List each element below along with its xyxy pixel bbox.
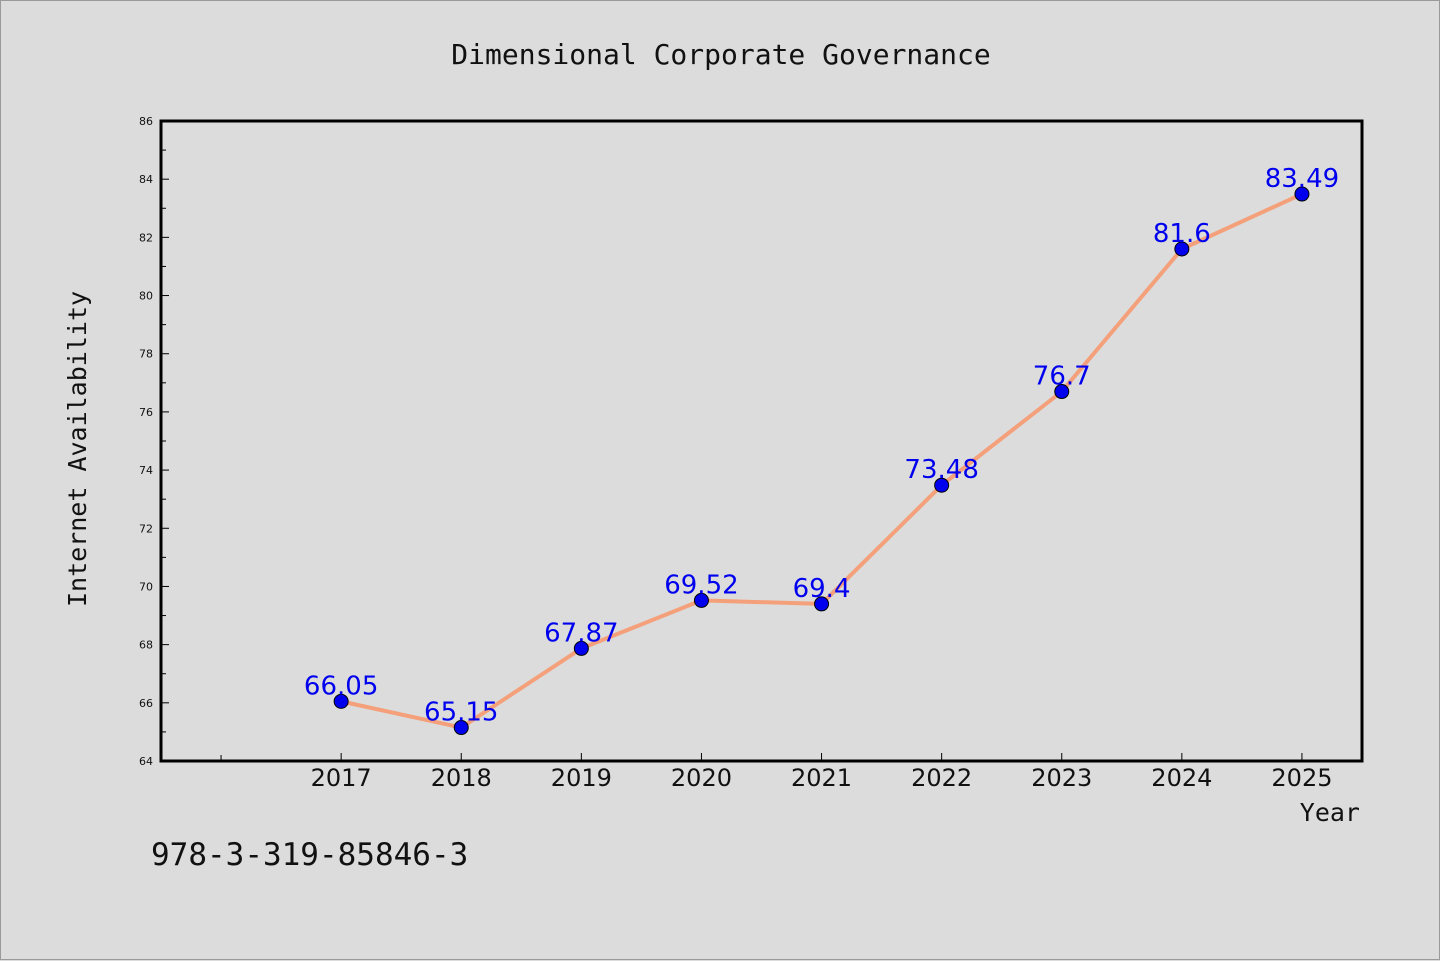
data-label: 69.4 [793, 574, 851, 604]
data-point [1174, 241, 1190, 257]
data-label: 66.05 [304, 671, 378, 701]
y-tick-label: 86 [139, 115, 153, 128]
data-point [333, 693, 349, 709]
y-tick-label: 84 [139, 173, 153, 186]
data-point [1294, 186, 1310, 202]
data-labels: 66.05 65.15 67.87 69.52 69.4 73.48 76.7 81.6 83.… [304, 164, 1339, 728]
data-point [573, 640, 589, 656]
isbn-code: 978-3-319-85846-3 [151, 837, 468, 873]
data-point [693, 592, 709, 608]
y-tick-label: 68 [139, 639, 153, 652]
x-tick-label: 2020 [671, 764, 732, 792]
y-tick-label: 76 [139, 406, 153, 419]
y-tick-label: 72 [139, 522, 153, 535]
data-point [814, 596, 830, 612]
y-tick-label: 80 [139, 290, 153, 303]
y-tick-label: 70 [139, 580, 153, 593]
data-label: 65.15 [424, 698, 498, 728]
y-tick-label: 74 [139, 464, 153, 477]
y-axis-label: Internet Availability [63, 291, 92, 607]
x-tick-label: 2022 [911, 764, 972, 792]
y-axis: 64 66 68 70 72 74 76 78 80 82 84 86 [139, 115, 169, 768]
x-tick-label: 2024 [1151, 764, 1212, 792]
series-line [333, 186, 1310, 736]
data-label: 67.87 [544, 618, 618, 648]
data-label: 76.7 [1033, 362, 1091, 392]
plot-area-frame [159, 119, 1364, 763]
series-polyline [339, 192, 1304, 730]
chart-title: Dimensional Corporate Governance [451, 38, 990, 71]
y-tick-label: 78 [139, 348, 153, 361]
data-label: 81.6 [1153, 219, 1211, 249]
data-point [934, 477, 950, 493]
data-point [453, 720, 469, 736]
y-tick-label: 64 [139, 755, 153, 768]
x-axis: 2017 2018 2019 2020 2021 2022 2023 2024 2025 [220, 753, 1332, 792]
x-tick-label: 2021 [791, 764, 852, 792]
x-axis-label: Year [1300, 798, 1360, 827]
x-tick-label: 2025 [1271, 764, 1332, 792]
data-label: 69.52 [664, 570, 738, 600]
y-tick-label: 66 [139, 697, 153, 710]
data-label: 73.48 [904, 455, 978, 485]
x-tick-label: 2017 [311, 764, 372, 792]
x-tick-label: 2018 [431, 764, 492, 792]
y-tick-label: 82 [139, 231, 153, 244]
x-tick-label: 2023 [1031, 764, 1092, 792]
data-label: 83.49 [1265, 164, 1339, 194]
data-point [1054, 384, 1070, 400]
x-tick-label: 2019 [551, 764, 612, 792]
